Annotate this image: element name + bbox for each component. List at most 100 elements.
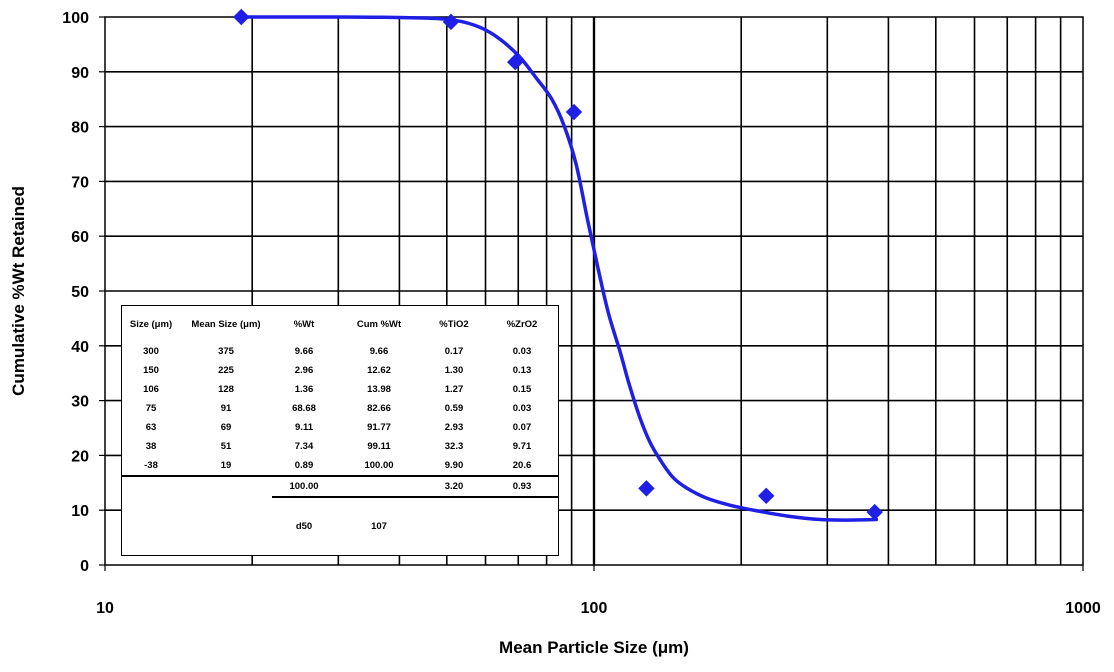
table-cell: 0.15: [512, 384, 532, 395]
table-cell: [180, 497, 272, 517]
table-cell: 91: [220, 403, 232, 414]
grid: [105, 17, 1083, 565]
table-cell: 69: [220, 422, 232, 433]
table-header-row: Size (μm) Mean Size (μm) %Wt Cum %Wt %Ti…: [122, 306, 558, 342]
y-tick-label: 0: [80, 558, 89, 575]
table-cell: 12.62: [367, 365, 391, 376]
table-cell: 0.59: [444, 403, 464, 414]
table-cell: 2.96: [294, 365, 314, 376]
table-cell: 75: [145, 403, 157, 414]
table-totals-row: 100.00 3.20 0.93: [122, 476, 558, 498]
data-point-marker: [506, 53, 524, 71]
y-tick-label: 90: [71, 65, 89, 82]
table-row: -38 19 0.89 100.00 9.90 20.6: [122, 456, 558, 477]
table-cell: 51: [220, 441, 232, 452]
data-point-marker: [233, 8, 250, 26]
table-cell: 100.00: [336, 456, 422, 477]
table-cell: 68.68: [292, 403, 316, 414]
y-tick-label: 20: [71, 448, 89, 465]
data-point-marker: [758, 487, 775, 505]
table-row: 38 51 7.34 99.11 32.3 9.71: [122, 437, 558, 456]
table-spacer-row: [122, 497, 558, 517]
y-tick-label: 70: [71, 174, 89, 191]
table-cell: 19: [180, 456, 272, 477]
table-cell: 0.93: [486, 476, 558, 498]
table-cell: 0.03: [512, 403, 532, 414]
table-cell: [422, 497, 486, 517]
table-cell: 0.13: [512, 365, 532, 376]
table-cell: [336, 497, 422, 517]
table-cell: 13.98: [367, 384, 391, 395]
table-cell: 300: [143, 346, 159, 357]
table-cell: [122, 517, 180, 536]
y-tick-label: 10: [71, 503, 89, 520]
axis-ticks: 0 10 20 30 40 50 60 70 80 90 100 10 100 1000: [62, 10, 1101, 617]
data-point-marker: [442, 13, 460, 31]
y-tick-label: 40: [71, 339, 89, 356]
table-cell: 0.17: [444, 346, 464, 357]
table-cell: 0.07: [512, 422, 532, 433]
table-cell: [486, 517, 558, 536]
table-cell: 9.11: [295, 422, 313, 433]
data-table-panel: Size (μm) Mean Size (μm) %Wt Cum %Wt %Ti…: [121, 305, 559, 556]
table-cell: 9.71: [512, 441, 532, 452]
table-header: %Wt: [293, 318, 315, 330]
y-axis-title: Cumulative %Wt Retained: [9, 186, 28, 396]
table-cell: 2.93: [444, 422, 464, 433]
table-row: 150 225 2.96 12.62 1.30 0.13: [122, 361, 558, 380]
table-header: Cum %Wt: [356, 318, 402, 330]
y-tick-label: 100: [62, 10, 89, 27]
fit-curve: [239, 15, 879, 522]
table-d50-row: d50 107: [122, 517, 558, 536]
data-point-marker: [565, 103, 583, 121]
table-cell: [180, 517, 272, 536]
table-cell: 1.36: [294, 384, 314, 395]
data-point-marker: [638, 480, 655, 497]
table-cell: [272, 497, 336, 517]
table-cell: 9.66: [294, 346, 314, 357]
table-cell: -38: [122, 456, 180, 477]
y-tick-label: 60: [71, 229, 89, 246]
data-point-marker: [866, 503, 883, 521]
data-points: [233, 8, 883, 521]
table-cell: 106: [143, 384, 159, 395]
table-row: 63 69 9.11 91.77 2.93 0.07: [122, 418, 558, 437]
table-cell: [122, 497, 180, 517]
table-cell: 32.3: [444, 441, 464, 452]
table-cell: 0.03: [512, 346, 532, 357]
table-cell: 38: [145, 441, 157, 452]
table-row: 75 91 68.68 82.66 0.59 0.03: [122, 399, 558, 418]
table-cell: 82.66: [367, 403, 391, 414]
table-cell: 1.30: [444, 365, 464, 376]
table-cell: 20.6: [486, 456, 558, 477]
table-cell: 99.11: [367, 441, 391, 452]
table-cell: [336, 476, 422, 498]
table-header: %TiO2: [439, 318, 469, 330]
table-cell: [122, 476, 180, 497]
table-header: Mean Size (μm): [191, 318, 261, 330]
table-cell: [486, 497, 558, 517]
y-tick-label: 80: [71, 120, 89, 137]
table-cell: 225: [218, 365, 234, 376]
table-cell: 375: [218, 346, 234, 357]
table-cell: 150: [143, 365, 159, 376]
table-cell: 100.00: [272, 476, 336, 498]
x-axis-title: Mean Particle Size (μm): [499, 638, 689, 657]
table-row: 106 128 1.36 13.98 1.27 0.15: [122, 380, 558, 399]
y-tick-label: 30: [71, 394, 89, 411]
table-header: %ZrO2: [506, 318, 538, 330]
d50-value: 107: [371, 521, 387, 532]
table-cell: 1.27: [444, 384, 464, 395]
table-cell: 0.89: [272, 456, 336, 477]
table-cell: [180, 476, 272, 497]
table-cell: 7.34: [294, 441, 314, 452]
table-cell: 128: [218, 384, 234, 395]
d50-label: d50: [295, 521, 313, 532]
x-tick-label: 100: [581, 600, 608, 617]
table-cell: [422, 517, 486, 536]
x-tick-label: 1000: [1065, 600, 1101, 617]
fit-curve-layer: [239, 15, 879, 522]
data-table: Size (μm) Mean Size (μm) %Wt Cum %Wt %Ti…: [122, 306, 558, 536]
table-cell: 3.20: [422, 476, 486, 498]
